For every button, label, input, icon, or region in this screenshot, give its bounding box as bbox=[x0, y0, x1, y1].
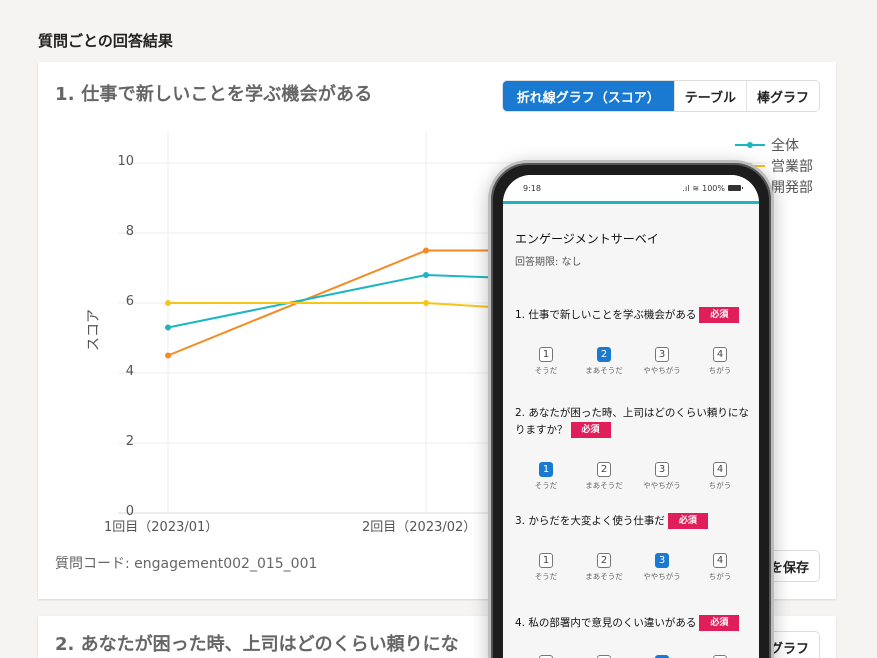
option-1[interactable]: 1 そうだ bbox=[517, 548, 575, 582]
question-title: 1. 仕事で新しいことを学ぶ機会がある bbox=[55, 84, 373, 105]
legend-line-icon bbox=[735, 141, 765, 148]
option-label: ちがう bbox=[708, 366, 732, 375]
option-number: 1 bbox=[539, 347, 553, 362]
question-text: 2. あなたが困った時、上司はどのくらい頼りになりますか？ bbox=[515, 407, 749, 436]
required-badge: 必須 bbox=[699, 307, 740, 323]
option-3[interactable]: 3 ややちがう bbox=[633, 457, 691, 491]
option-label: ちがう bbox=[708, 572, 732, 581]
option-label: そうだ bbox=[534, 481, 558, 490]
x-tick: 2回目（2023/02） bbox=[362, 520, 477, 535]
y-tick: 2 bbox=[125, 434, 134, 449]
section-title: 質問ごとの回答結果 bbox=[38, 32, 173, 50]
option-3[interactable]: 3 ややちがう bbox=[633, 342, 691, 376]
battery-percent: 100% bbox=[702, 183, 725, 193]
option-number: 4 bbox=[713, 462, 727, 477]
option-label: ややちがう bbox=[643, 481, 681, 490]
required-badge: 必須 bbox=[570, 422, 611, 438]
tab-bar-chart[interactable]: 棒グラフ bbox=[745, 81, 819, 111]
option-label: まあそうだ bbox=[585, 481, 623, 490]
option-number: 4 bbox=[713, 553, 727, 568]
phone-mockup: 9:18 .ıl ≋ 100% エンゲージメントサーベイ 回答期限: なし 1.… bbox=[488, 160, 774, 658]
option-1[interactable]: 1 そうだ bbox=[517, 457, 575, 491]
option-4[interactable]: 4 ちがう bbox=[691, 342, 749, 376]
option-label: まあそうだ bbox=[585, 366, 623, 375]
option-label: ややちがう bbox=[643, 572, 681, 581]
signal-icon: .ıl bbox=[682, 183, 690, 193]
y-axis-label: スコア bbox=[86, 309, 102, 351]
legend-label: 営業部 bbox=[771, 158, 813, 175]
survey-deadline: 回答期限: なし bbox=[515, 257, 582, 268]
option-label: まあそうだ bbox=[585, 572, 623, 581]
legend-item-all[interactable]: 全体 bbox=[735, 134, 813, 155]
survey-question-3: 3. からだを大変よく使う仕事だ 必須 1 そうだ 2 まあそうだ 3 ややちがう 4 ち… bbox=[515, 513, 749, 582]
survey-question-2: 2. あなたが困った時、上司はどのくらい頼りになりますか？ 必須 1 そうだ 2 まあ… bbox=[515, 405, 749, 491]
survey-title: エンゲージメントサーベイ bbox=[515, 232, 659, 246]
option-number: 3 bbox=[655, 347, 669, 362]
phone-screen: 9:18 .ıl ≋ 100% エンゲージメントサーベイ 回答期限: なし 1.… bbox=[503, 175, 759, 658]
required-badge: 必須 bbox=[667, 513, 708, 529]
option-4[interactable]: 4 ちがう bbox=[691, 548, 749, 582]
accent-bar bbox=[503, 201, 759, 204]
option-label: ややちがう bbox=[643, 366, 681, 375]
question-text: 1. 仕事で新しいことを学ぶ機会がある bbox=[515, 309, 697, 321]
option-2[interactable]: 2 まあそうだ bbox=[575, 548, 633, 582]
question-title: 2. あなたが困った時、上司はどのくらい頼りにな bbox=[55, 634, 459, 655]
required-badge: 必須 bbox=[699, 615, 740, 631]
legend-label: 開発部 bbox=[771, 179, 813, 196]
y-tick: 10 bbox=[117, 154, 134, 169]
option-1[interactable]: 1 そうだ bbox=[517, 342, 575, 376]
option-label: そうだ bbox=[534, 366, 558, 375]
legend-label: 全体 bbox=[771, 137, 799, 154]
survey-question-1: 1. 仕事で新しいことを学ぶ機会がある 必須 1 そうだ 2 まあそうだ 3 ややちがう… bbox=[515, 307, 749, 376]
question-code: 質問コード: engagement002_015_001 bbox=[55, 556, 318, 572]
option-3[interactable]: 3 ややちがう bbox=[633, 548, 691, 582]
question-text: 4. 私の部署内で意見のくい違いがある bbox=[515, 617, 697, 629]
y-tick: 0 bbox=[125, 504, 134, 519]
tab-table[interactable]: テーブル bbox=[673, 81, 746, 111]
chart-legend: 全体 営業部 開発部 bbox=[735, 134, 813, 197]
y-tick: 6 bbox=[125, 294, 134, 309]
option-number: 3 bbox=[655, 462, 669, 477]
option-number: 2 bbox=[597, 347, 611, 362]
view-toggle: 折れ線グラフ（スコア） テーブル 棒グラフ bbox=[501, 80, 820, 112]
option-number: 3 bbox=[655, 553, 669, 568]
option-number: 1 bbox=[539, 553, 553, 568]
battery-icon bbox=[728, 185, 743, 191]
option-2[interactable]: 2 まあそうだ bbox=[575, 457, 633, 491]
tab-line-chart[interactable]: 折れ線グラフ（スコア） bbox=[502, 81, 674, 111]
wifi-icon: ≋ bbox=[692, 183, 700, 193]
option-number: 4 bbox=[713, 347, 727, 362]
question-text: 3. からだを大変よく使う仕事だ bbox=[515, 515, 665, 527]
y-tick: 4 bbox=[125, 364, 134, 379]
option-number: 2 bbox=[597, 553, 611, 568]
x-tick: 1回目（2023/01） bbox=[104, 520, 219, 535]
option-number: 2 bbox=[597, 462, 611, 477]
option-number: 1 bbox=[539, 462, 553, 477]
y-tick: 8 bbox=[125, 224, 134, 239]
option-label: そうだ bbox=[534, 572, 558, 581]
status-bar: 9:18 .ıl ≋ 100% bbox=[503, 175, 759, 201]
status-time: 9:18 bbox=[523, 183, 541, 193]
option-2[interactable]: 2 まあそうだ bbox=[575, 342, 633, 376]
option-label: ちがう bbox=[708, 481, 732, 490]
option-4[interactable]: 4 ちがう bbox=[691, 457, 749, 491]
